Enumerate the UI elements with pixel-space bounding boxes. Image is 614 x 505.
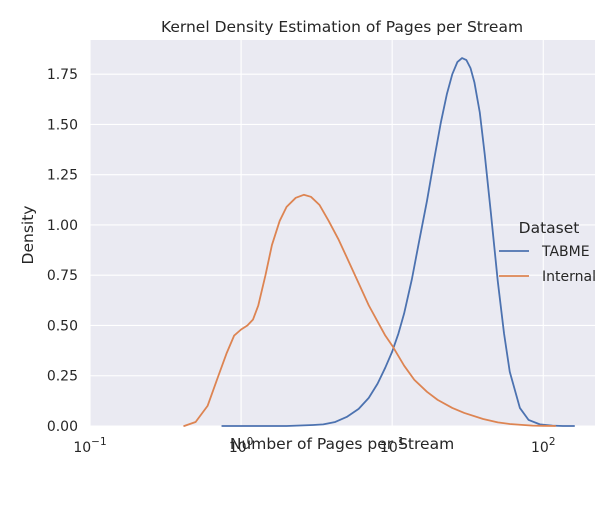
y-tick-label: 1.75 [47,67,78,83]
y-tick-label: 0.00 [47,419,78,435]
legend-title: Dataset [519,219,580,237]
legend: Dataset TABME Internal [499,219,596,285]
x-tick-label: 100 [229,436,254,456]
y-tick-labels: 0.00 0.25 0.50 0.75 1.00 1.25 1.50 1.75 [47,67,78,435]
series-line-internal [183,193,557,427]
chart-title: Kernel Density Estimation of Pages per S… [161,18,523,36]
series-lines [183,57,575,427]
x-tick-labels: 10−1 100 101 102 [73,436,555,456]
y-axis-title: Density [19,206,37,265]
legend-label: Internal [542,269,596,285]
series-line-tabme [221,57,575,427]
x-tick-label: 101 [380,436,405,456]
x-axis-title: Number of Pages per Stream [230,435,454,453]
y-tick-label: 1.25 [47,168,78,184]
y-tick-label: 0.75 [47,268,78,284]
grid-lines [89,40,595,427]
x-tick-label: 102 [531,436,556,456]
legend-label: TABME [541,244,590,260]
y-tick-label: 0.50 [47,318,78,334]
x-tick-label: 10−1 [73,436,106,456]
plot-background [90,40,595,426]
y-tick-label: 1.50 [47,117,78,133]
y-tick-label: 0.25 [47,369,78,385]
y-tick-label: 1.00 [47,218,78,234]
